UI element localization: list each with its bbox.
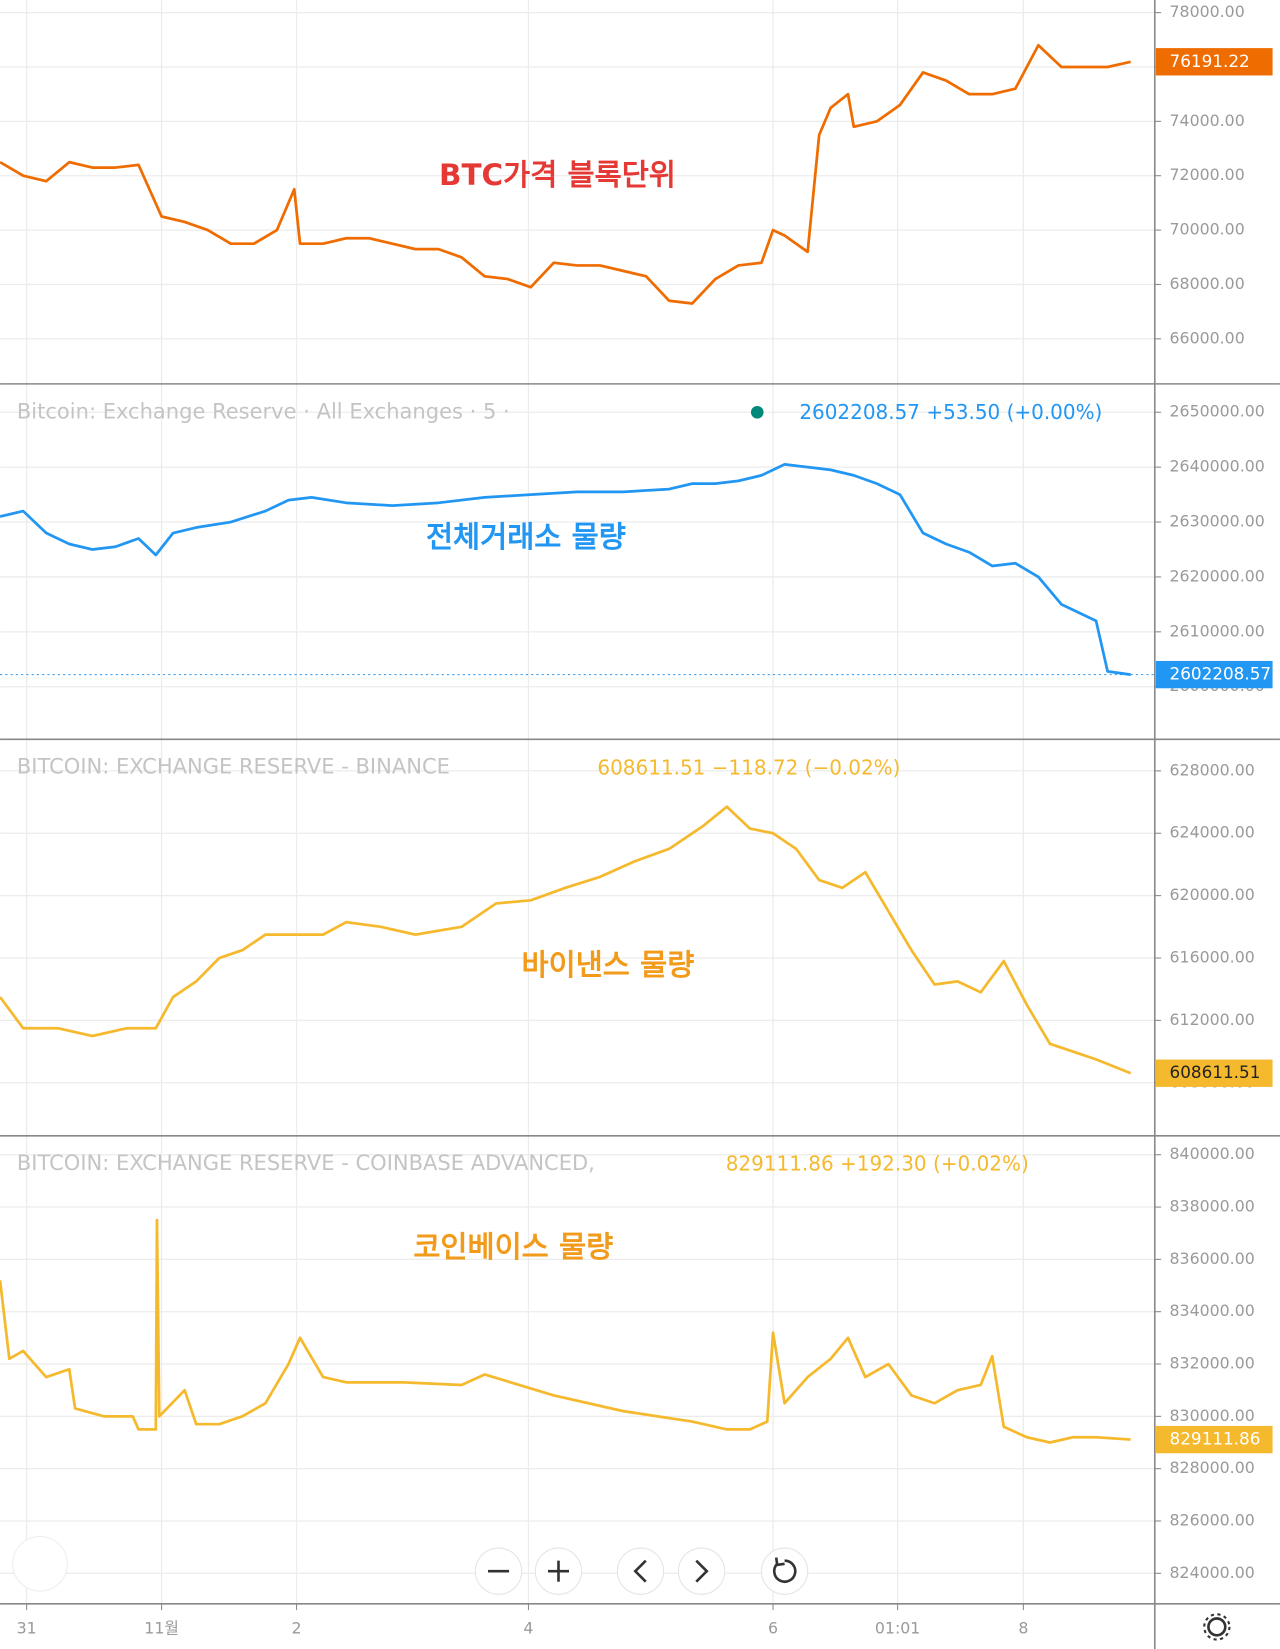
data-line bbox=[0, 1218, 1131, 1444]
annotation: 전체거래소 물량 bbox=[426, 520, 626, 554]
y-tick-label: 828000.00 bbox=[1170, 1458, 1255, 1477]
y-tick-label: 620000.00 bbox=[1170, 885, 1255, 904]
toolbar bbox=[12, 1535, 1231, 1641]
live-dot bbox=[750, 405, 764, 419]
last-value-label: 608611.51 bbox=[1170, 1062, 1261, 1082]
zoom-in-button[interactable] bbox=[534, 1547, 583, 1595]
x-tick-label: 11월 bbox=[144, 1619, 179, 1638]
y-tick-label: 834000.00 bbox=[1170, 1301, 1255, 1320]
y-tick-label: 66000.00 bbox=[1170, 328, 1245, 347]
y-tick-label: 70000.00 bbox=[1170, 220, 1245, 239]
reset-button[interactable] bbox=[760, 1547, 809, 1595]
pane-title: BITCOIN: EXCHANGE RESERVE - COINBASE ADV… bbox=[17, 1150, 595, 1175]
y-tick-label: 826000.00 bbox=[1170, 1510, 1255, 1529]
last-value-label: 76191.22 bbox=[1170, 51, 1250, 71]
scroll-left-button[interactable] bbox=[616, 1547, 665, 1595]
last-value-label: 2602208.57 bbox=[1170, 664, 1272, 684]
y-tick-label: 838000.00 bbox=[1170, 1197, 1255, 1216]
annotation: 코인베이스 물량 bbox=[413, 1230, 613, 1264]
pane-title: BITCOIN: EXCHANGE RESERVE - BINANCE bbox=[17, 754, 450, 779]
last-value-badge bbox=[1155, 1425, 1273, 1454]
y-tick-label: 2640000.00 bbox=[1170, 457, 1265, 476]
logo-button[interactable] bbox=[12, 1535, 68, 1592]
y-tick-label: 72000.00 bbox=[1170, 165, 1245, 184]
y-tick-label: 628000.00 bbox=[1170, 760, 1255, 779]
last-value-badge bbox=[1155, 48, 1273, 76]
pane-value: 608611.51 −118.72 (−0.02%) bbox=[597, 755, 900, 779]
y-tick-label: 832000.00 bbox=[1170, 1354, 1255, 1373]
annotation: BTC가격 블록단위 bbox=[439, 158, 676, 192]
last-value-badge bbox=[1155, 660, 1273, 689]
y-tick-label: 74000.00 bbox=[1170, 111, 1245, 130]
y-tick-label: 830000.00 bbox=[1170, 1406, 1255, 1425]
label-layer: 78000.0076000.0074000.0072000.0070000.00… bbox=[17, 2, 1273, 1638]
x-tick-label: 4 bbox=[523, 1619, 533, 1638]
data-line bbox=[0, 43, 1131, 305]
y-tick-label: 68000.00 bbox=[1170, 274, 1245, 293]
zoom-out-button[interactable] bbox=[474, 1547, 523, 1595]
y-tick-label: 624000.00 bbox=[1170, 823, 1255, 842]
y-tick-label: 78000.00 bbox=[1170, 2, 1245, 21]
scroll-right-button[interactable] bbox=[677, 1547, 726, 1595]
data-line bbox=[0, 463, 1131, 676]
y-tick-label: 836000.00 bbox=[1170, 1249, 1255, 1268]
pane-title: Bitcoin: Exchange Reserve · All Exchange… bbox=[17, 398, 510, 423]
last-value-label: 829111.86 bbox=[1170, 1429, 1261, 1449]
y-tick-label: 2630000.00 bbox=[1170, 512, 1265, 531]
annotation: 바이낸스 물량 bbox=[522, 948, 695, 982]
y-tick-label: 2610000.00 bbox=[1170, 621, 1265, 640]
y-tick-label: 2620000.00 bbox=[1170, 566, 1265, 585]
x-tick-label: 01:01 bbox=[875, 1619, 920, 1638]
y-tick-label: 612000.00 bbox=[1170, 1010, 1255, 1029]
y-tick-label: 824000.00 bbox=[1170, 1563, 1255, 1582]
y-tick-label: 840000.00 bbox=[1170, 1144, 1255, 1163]
data-line bbox=[0, 805, 1132, 1075]
last-value-badge bbox=[1155, 1059, 1273, 1087]
y-tick-label: 616000.00 bbox=[1170, 948, 1255, 967]
x-tick-label: 31 bbox=[17, 1619, 37, 1638]
x-tick-label: 6 bbox=[768, 1619, 778, 1638]
y-tick-label: 2650000.00 bbox=[1170, 402, 1265, 421]
x-tick-label: 2 bbox=[292, 1619, 302, 1638]
line-layer bbox=[0, 43, 1155, 1444]
pane-value: 2602208.57 +53.50 (+0.00%) bbox=[799, 400, 1102, 424]
grid-layer bbox=[0, 0, 1162, 1604]
pane-value: 829111.86 +192.30 (+0.02%) bbox=[726, 1152, 1029, 1176]
settings-button[interactable] bbox=[1203, 1613, 1231, 1641]
x-tick-label: 8 bbox=[1018, 1619, 1028, 1638]
